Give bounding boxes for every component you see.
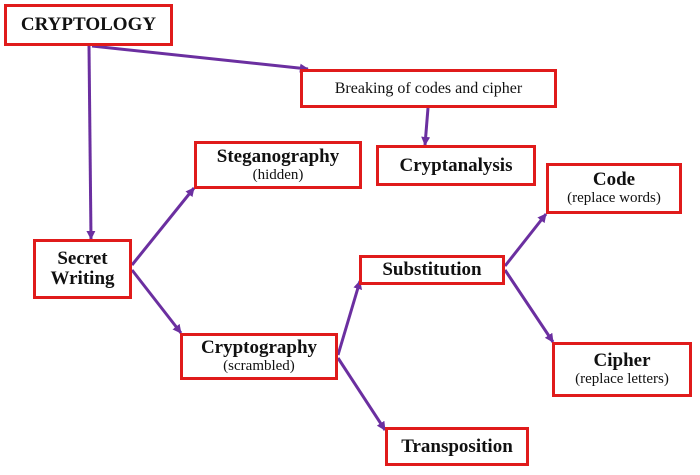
- cryptography-sublabel: (scrambled): [223, 358, 295, 374]
- cryptology-node: CRYPTOLOGY: [4, 4, 173, 46]
- arrow-cryptography-to-substitution: [336, 280, 363, 356]
- arrow-secret-writing-to-steganography: [130, 187, 196, 266]
- steganography-sublabel: (hidden): [252, 166, 304, 183]
- substitution-label: Substitution: [382, 259, 482, 280]
- cryptology-label: CRYPTOLOGY: [20, 14, 157, 35]
- substitution-node: Substitution: [359, 255, 505, 285]
- breaking-codes-label: Breaking of codes and cipher: [334, 79, 523, 97]
- steganography-label: Steganography: [216, 145, 340, 167]
- arrow-cryptology-to-secret-writing: [86, 45, 96, 240]
- transposition-label: Transposition: [401, 435, 513, 457]
- transposition-node: Transposition: [385, 427, 529, 466]
- breaking-codes-node: Breaking of codes and cipher: [300, 69, 557, 108]
- arrow-substitution-to-code: [503, 213, 548, 267]
- cipher-label: Cipher: [593, 350, 651, 371]
- arrow-substitution-to-cipher: [503, 269, 555, 343]
- cipher-sublabel: (replace letters): [575, 371, 669, 387]
- secret-writing-line1: Secret: [57, 248, 108, 269]
- code-label: Code: [592, 169, 636, 190]
- steganography-node: Steganography (hidden): [194, 141, 362, 189]
- secret-writing-node: Secret Writing: [33, 239, 132, 299]
- arrow-breaking-to-cryptanalysis: [421, 107, 431, 146]
- arrow-cryptography-to-transposition: [336, 357, 387, 431]
- secret-writing-line2: Writing: [50, 268, 115, 289]
- cryptography-node: Cryptography (scrambled): [180, 333, 338, 380]
- code-node: Code (replace words): [546, 163, 682, 214]
- cryptography-label: Cryptography: [200, 337, 318, 358]
- cipher-node: Cipher (replace letters): [552, 342, 692, 397]
- cryptanalysis-label: Cryptanalysis: [399, 154, 513, 176]
- arrow-secret-writing-to-cryptography: [130, 269, 183, 334]
- cryptanalysis-node: Cryptanalysis: [376, 145, 536, 186]
- code-sublabel: (replace words): [567, 190, 661, 206]
- arrow-cryptology-to-breaking: [91, 44, 309, 73]
